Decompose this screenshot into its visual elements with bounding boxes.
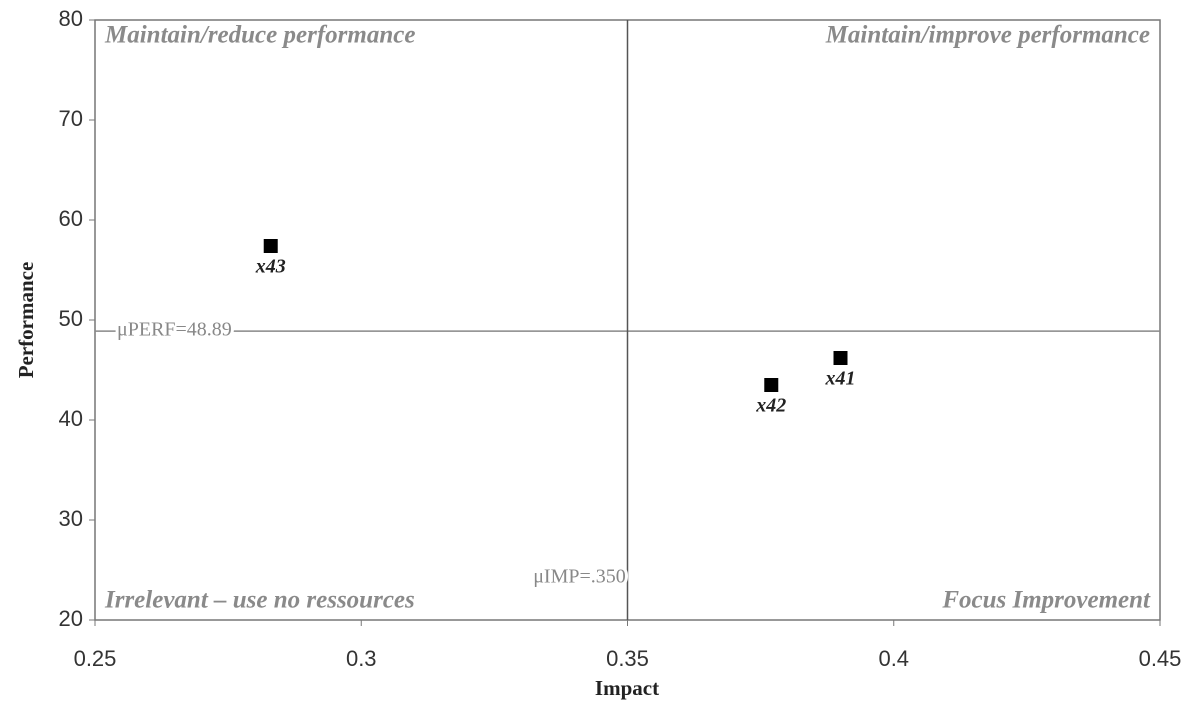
mean-label: μPERF=48.89 <box>117 319 232 341</box>
point-label: x42 <box>755 395 786 417</box>
x-tick-label: 0.35 <box>606 646 649 671</box>
y-axis-title: Performance <box>14 262 38 379</box>
y-tick-label: 30 <box>59 506 83 531</box>
y-tick-label: 50 <box>59 306 83 331</box>
quadrant-label: Focus Improvement <box>941 587 1151 614</box>
x-axis-title: Impact <box>595 676 659 700</box>
y-tick-label: 40 <box>59 406 83 431</box>
point-label: x41 <box>825 368 856 390</box>
point <box>833 351 848 365</box>
y-tick-label: 80 <box>59 6 83 31</box>
point-label: x43 <box>255 256 286 278</box>
mean-label: μIMP=.350 <box>533 566 626 588</box>
quadrant-label: Irrelevant – use no ressources <box>104 587 415 614</box>
point <box>263 239 278 253</box>
y-tick-label: 60 <box>59 206 83 231</box>
y-tick-label: 70 <box>59 106 83 131</box>
x-tick-label: 0.25 <box>74 646 117 671</box>
x-tick-label: 0.3 <box>346 646 377 671</box>
x-tick-label: 0.45 <box>1139 646 1182 671</box>
quadrant-label: Maintain/improve performance <box>825 22 1150 49</box>
point <box>764 378 779 392</box>
y-tick-label: 20 <box>59 606 83 631</box>
quadrant-label: Maintain/reduce performance <box>104 22 415 49</box>
x-tick-label: 0.4 <box>878 646 909 671</box>
